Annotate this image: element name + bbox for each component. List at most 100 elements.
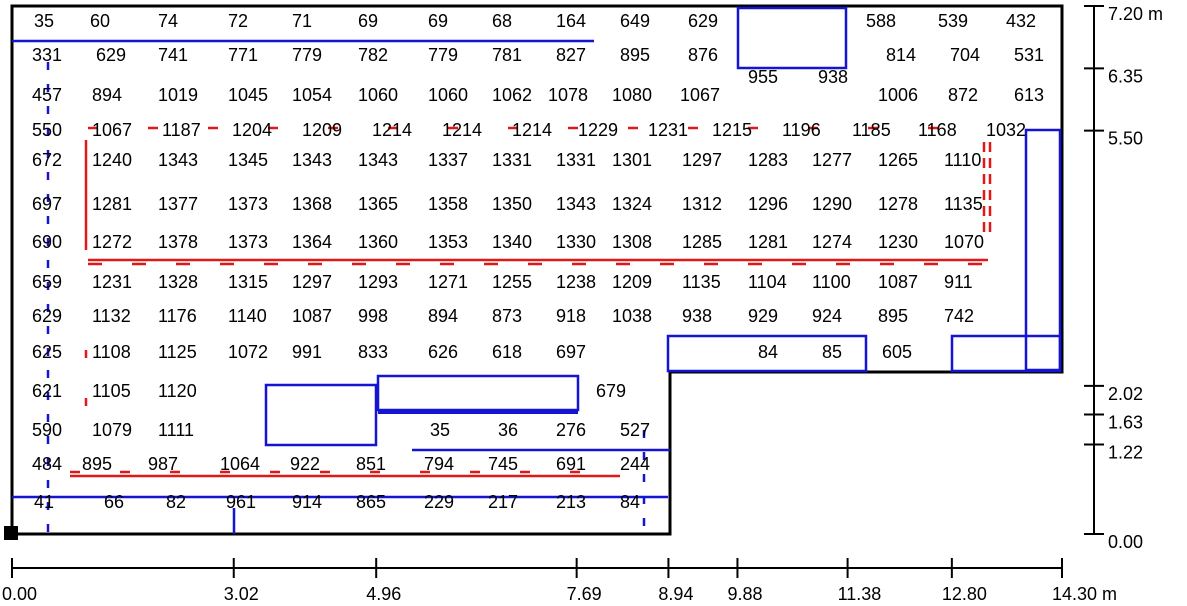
measurement-value: 865 (356, 492, 386, 512)
measurement-value: 649 (620, 11, 650, 31)
measurement-value: 629 (96, 45, 126, 65)
measurement-value: 1296 (748, 194, 788, 214)
measurement-value: 1281 (748, 232, 788, 252)
measurement-value: 1290 (812, 194, 852, 214)
measurement-value: 672 (32, 150, 62, 170)
measurement-value: 69 (428, 11, 448, 31)
measurement-value: 35 (430, 420, 450, 440)
measurement-value: 1104 (748, 272, 787, 292)
measurement-value: 742 (944, 306, 974, 326)
measurement-value: 998 (358, 306, 388, 326)
measurement-value: 621 (32, 381, 62, 401)
measurement-value: 432 (1006, 11, 1036, 31)
measurement-value: 1271 (428, 272, 468, 292)
measurement-value: 1240 (92, 150, 132, 170)
scale-x-label: 0.00 (2, 584, 37, 604)
scale-x-label: 14.30 m (1052, 584, 1117, 604)
measurement-value: 1328 (158, 272, 198, 292)
measurement-value: 1238 (556, 272, 596, 292)
measurement-value: 164 (556, 11, 586, 31)
measurement-value: 72 (228, 11, 248, 31)
scale-y-label: 5.50 (1108, 129, 1143, 149)
measurement-value: 691 (556, 454, 586, 474)
measurement-value: 1373 (228, 232, 268, 252)
scale-y-label: 6.35 (1108, 66, 1143, 86)
measurement-value: 457 (32, 85, 62, 105)
measurement-value: 531 (1014, 45, 1044, 65)
measurement-value: 1358 (428, 194, 468, 214)
measurement-value: 814 (886, 45, 916, 65)
measurement-value: 1343 (556, 194, 596, 214)
measurement-value: 1187 (162, 120, 201, 140)
right-column-box (1024, 128, 1062, 372)
measurement-value: 1255 (492, 272, 532, 292)
measurement-value: 1324 (612, 194, 652, 214)
measurement-value: 1343 (158, 150, 198, 170)
measurement-value: 1060 (358, 85, 398, 105)
measurement-value: 924 (812, 306, 842, 326)
measurement-value: 911 (944, 272, 973, 292)
measurement-value: 697 (32, 194, 62, 214)
blue-fixtures (12, 6, 1062, 534)
measurement-value: 1285 (682, 232, 722, 252)
measurement-value: 1067 (92, 120, 132, 140)
measurement-value: 1229 (578, 120, 618, 140)
measurement-value: 1364 (292, 232, 332, 252)
scale-y-ticks: 0.00 1.22 1.63 2.02 5.50 6.35 7.20 m (1084, 4, 1163, 552)
measurement-value: 914 (292, 492, 322, 512)
measurement-value: 697 (556, 342, 586, 362)
measurement-value: 41 (34, 492, 54, 512)
measurement-value: 1353 (428, 232, 468, 252)
measurement-value: 659 (32, 272, 62, 292)
scale-x-label: 12.80 (942, 584, 987, 604)
scale-y-label: 7.20 m (1108, 4, 1163, 24)
measurement-value: 1343 (292, 150, 332, 170)
measurement-value: 1032 (986, 120, 1026, 140)
measurement-value: 618 (492, 342, 522, 362)
measurement-value: 82 (166, 492, 186, 512)
measurement-value: 1105 (92, 381, 131, 401)
measurement-value: 1297 (292, 272, 332, 292)
measurement-value: 1045 (228, 85, 268, 105)
measurement-value: 68 (492, 11, 512, 31)
measurement-value: 213 (556, 492, 586, 512)
measurement-value: 539 (938, 11, 968, 31)
measurement-value: 1301 (612, 150, 652, 170)
measurement-value: 1214 (512, 120, 552, 140)
measurement-value: 69 (358, 11, 378, 31)
center-box-right (376, 374, 580, 412)
measurement-value: 1078 (548, 85, 588, 105)
measurement-value: 1231 (92, 272, 132, 292)
measurement-value: 36 (498, 420, 518, 440)
scale-y-label: 2.02 (1108, 384, 1143, 404)
measurement-value: 244 (620, 454, 650, 474)
measurement-value: 1006 (878, 85, 918, 105)
measurement-value: 782 (358, 45, 388, 65)
measurement-value: 876 (688, 45, 718, 65)
measurement-value: 1135 (682, 272, 721, 292)
measurement-value: 590 (32, 420, 62, 440)
measurement-value: 1230 (878, 232, 918, 252)
measurement-value: 74 (158, 11, 178, 31)
measurement-value: 1185 (852, 120, 891, 140)
scale-x-label: 11.38 (838, 584, 882, 604)
measurement-value: 894 (428, 306, 458, 326)
measurement-value: 1345 (228, 150, 268, 170)
measurement-value: 1265 (878, 150, 918, 170)
measurement-value: 629 (688, 11, 718, 31)
measurement-value: 1168 (918, 120, 957, 140)
measurement-value: 1331 (492, 150, 532, 170)
measurement-value: 1070 (944, 232, 984, 252)
measurement-value: 745 (488, 454, 518, 474)
measurement-value: 1281 (92, 194, 132, 214)
measurement-value: 1087 (292, 306, 332, 326)
scale-x-label: 4.96 (366, 584, 401, 604)
lower-right-box-b (950, 334, 1062, 373)
measurement-value: 827 (556, 45, 586, 65)
measurement-value: 690 (32, 232, 62, 252)
measurement-value: 1110 (944, 150, 981, 170)
center-box-left (264, 383, 378, 447)
measurement-value: 922 (290, 454, 320, 474)
measurement-value: 605 (882, 342, 912, 362)
measurement-value: 1111 (158, 420, 194, 440)
